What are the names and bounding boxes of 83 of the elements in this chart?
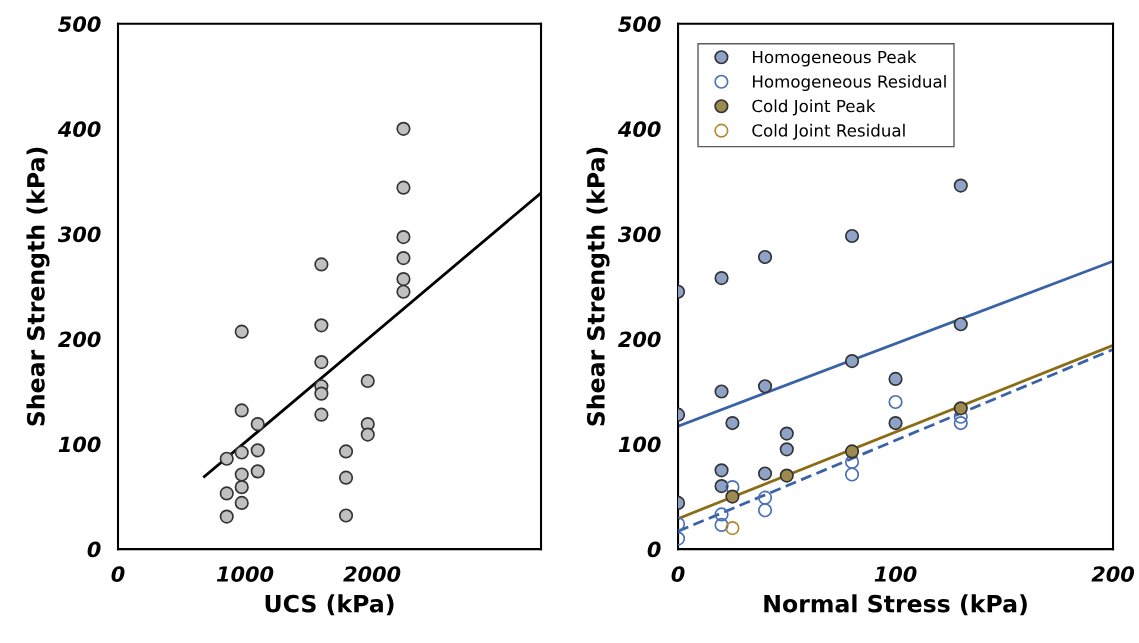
x-tick-label: 0 (671, 566, 685, 582)
x-tick-label: 2000 (343, 566, 401, 582)
point (234, 403, 249, 418)
point (396, 272, 411, 287)
point (757, 379, 773, 394)
y-tick-label: 200 (58, 331, 101, 348)
point (396, 229, 411, 245)
point (250, 443, 265, 458)
point (714, 270, 729, 286)
point (757, 490, 773, 505)
y-tick-label: 500 (58, 16, 101, 32)
point (757, 503, 773, 518)
x-tick-label: 0 (111, 566, 125, 582)
point (953, 401, 968, 416)
y-tick-label: 400 (617, 121, 661, 138)
point (360, 427, 375, 442)
point (779, 468, 794, 483)
point (888, 415, 903, 431)
y-tick-label: 300 (57, 226, 101, 243)
point (714, 384, 729, 399)
point (314, 386, 329, 401)
point (714, 507, 729, 522)
point (234, 445, 249, 460)
point (234, 467, 249, 482)
point (250, 417, 265, 432)
y-axis-title: Shear Strength (kPa) (586, 147, 610, 426)
x-tick-label: 200 (1091, 566, 1135, 582)
y-axis-title: Shear Strength (kPa) (26, 147, 50, 426)
point (844, 444, 860, 459)
point (757, 249, 773, 265)
point (338, 470, 354, 485)
point (714, 517, 729, 533)
point (338, 508, 354, 523)
x-tick-label: 100 (874, 566, 917, 582)
point (219, 486, 234, 501)
x-axis-title: Normal Stress (kPa) (764, 594, 1027, 616)
point (888, 394, 903, 410)
point (953, 317, 968, 332)
y-tick-label: 0 (647, 541, 661, 558)
point (314, 355, 329, 370)
point (250, 464, 265, 479)
point (953, 178, 968, 193)
point (396, 180, 411, 195)
point (714, 478, 729, 494)
point (314, 257, 329, 272)
point (396, 251, 411, 266)
point (219, 451, 234, 466)
point (314, 318, 329, 333)
legend-label: Cold Joint Residual (752, 123, 905, 140)
point (396, 284, 411, 299)
point (844, 228, 860, 244)
y-tick-label: 500 (618, 16, 661, 32)
point (234, 495, 249, 510)
point (338, 444, 354, 459)
y-tick-label: 400 (57, 121, 101, 138)
point (234, 480, 249, 495)
legend-label: Cold Joint Peak (752, 99, 876, 116)
point (714, 463, 729, 478)
y-tick-label: 200 (618, 331, 661, 348)
point (314, 407, 329, 422)
y-tick-label: 300 (617, 226, 661, 243)
point (844, 467, 860, 482)
point (725, 521, 740, 536)
point (779, 442, 794, 457)
point (219, 509, 234, 524)
point (360, 373, 375, 389)
point (888, 371, 903, 387)
legend-label: Homogeneous Peak (753, 50, 917, 67)
y-tick-label: 100 (618, 436, 661, 453)
point (234, 324, 249, 339)
x-tick-label: 1000 (216, 566, 274, 582)
point (844, 353, 860, 369)
x-axis-title: UCS (kPa) (265, 594, 394, 616)
point (757, 466, 773, 481)
point (953, 415, 968, 431)
point (396, 121, 411, 136)
point (725, 415, 740, 431)
legend-label: Homogeneous Residual (753, 74, 946, 92)
point (844, 454, 860, 470)
point (725, 489, 740, 504)
y-tick-label: 0 (87, 541, 101, 558)
point (779, 426, 794, 441)
y-tick-label: 100 (58, 436, 101, 453)
